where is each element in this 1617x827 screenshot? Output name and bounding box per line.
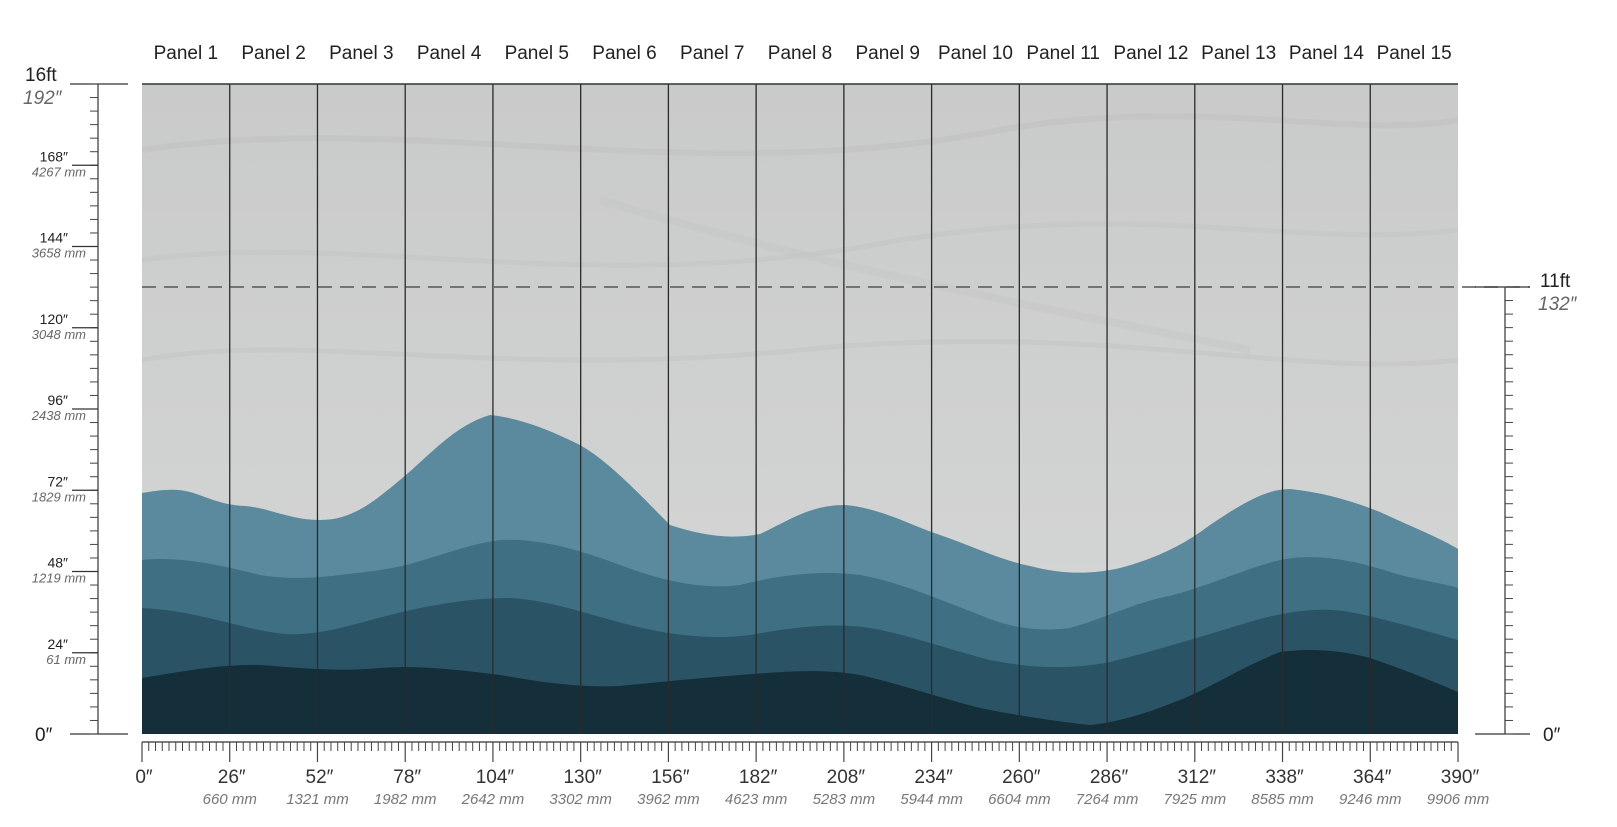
bottom-axis-tick-label: 364″ [1353,767,1392,788]
panel-label: Panel 1 [154,43,218,64]
bottom-axis-tick-mm: 9246 mm [1339,791,1402,808]
bottom-axis-tick-label: 286″ [1090,767,1129,788]
bottom-axis-tick-label: 234″ [914,767,953,788]
left-axis-tick-label: 120″ [40,311,68,327]
bottom-axis-tick-label: 156″ [651,767,690,788]
panel-label: Panel 2 [241,43,305,64]
left-axis-tick-mm: 3048 mm [32,327,86,342]
left-axis-tick-label: 24″ [47,636,68,652]
bottom-axis-tick-label: 78″ [393,767,421,788]
left-axis-tick-mm: 3658 mm [32,246,86,261]
bottom-axis-tick-mm: 5944 mm [900,791,963,808]
bottom-axis-tick-label: 182″ [739,767,778,788]
bottom-axis-tick-mm: 7264 mm [1076,791,1139,808]
sand-streak [598,196,1251,354]
panel-label: Panel 3 [329,43,393,64]
sand-streak [142,221,1458,268]
panel-seams [229,84,1371,734]
panel-label: Panel 14 [1289,43,1364,64]
bottom-axis-tick-mm: 660 mm [203,791,257,808]
bottom-axis-tick-mm: 5283 mm [813,791,876,808]
bottom-axis-tick-label: 338″ [1265,767,1304,788]
right-axis: 11ft 132″ 0″ [1475,271,1578,746]
bottom-axis-tick-mm: 3302 mm [549,791,612,808]
left-axis-tick-mm: 1829 mm [32,489,86,504]
left-axis-tick-label: 144″ [40,230,68,246]
panel-label: Panel 12 [1113,43,1188,64]
left-axis-tick-label: 168″ [40,148,68,164]
sand-streak [142,338,1458,367]
panel-label: Panel 5 [505,43,569,64]
bottom-axis-tick-label: 208″ [827,767,866,788]
panel-label: Panel 4 [417,43,482,64]
bottom-axis-tick-mm: 1321 mm [286,791,349,808]
bottom-axis: 0″ 26″ 660 mm 52″ 1321 mm 78″ 1982 mm 104″ 2642 … [135,741,1490,808]
left-axis-tick-mm: 1219 mm [32,571,86,586]
bottom-axis-tick-mm: 8585 mm [1251,791,1314,808]
panel-label: Panel 11 [1026,43,1100,64]
panel-label: Panel 6 [592,43,656,64]
panel-label: Panel 13 [1201,43,1276,64]
left-axis-tick-mm: 61 mm [46,652,86,667]
bottom-axis-tick-label: 130″ [563,767,602,788]
panel-label: Panel 9 [856,43,920,64]
bottom-axis-tick-label: 26″ [218,767,246,788]
sand-streak [142,113,1458,157]
right-axis-zero-label: 0″ [1543,725,1561,746]
bottom-axis-tick-label: 0″ [135,767,153,788]
panel-labels: Panel 1 Panel 2 Panel 3 Panel 4 Panel 5 Panel… [154,43,1452,64]
panel-label: Panel 15 [1377,43,1452,64]
left-axis-top-label: 16ft [25,65,57,86]
left-axis-tick-label: 72″ [47,473,68,489]
left-axis-tick-mm: 4267 mm [32,164,86,179]
left-axis-tick-mm: 2438 mm [31,408,86,423]
mural-artwork [142,84,1458,734]
right-axis-top-sublabel: 132″ [1538,294,1578,315]
bottom-axis-tick-mm: 7925 mm [1164,791,1227,808]
panel-label: Panel 8 [768,43,832,64]
bottom-axis-tick-label: 52″ [306,767,334,788]
bottom-axis-tick-mm: 3962 mm [637,791,700,808]
bottom-axis-tick-mm: 9906 mm [1427,791,1490,808]
bottom-axis-tick-mm: 1982 mm [374,791,437,808]
bottom-axis-tick-mm: 6604 mm [988,791,1051,808]
bottom-axis-tick-label: 260″ [1002,767,1041,788]
bottom-axis-tick-mm: 2642 mm [461,791,525,808]
mountain-layer-darkest [142,650,1458,734]
right-axis-top-label: 11ft [1540,271,1571,292]
panel-label: Panel 10 [938,43,1013,64]
bottom-axis-tick-label: 390″ [1441,767,1480,788]
bottom-axis-tick-mm: 4623 mm [725,791,788,808]
bottom-axis-tick-label: 104″ [476,767,515,788]
left-axis: 16ft 192″ 0″ 168″4267 mm 144″3658 mm 120″3… [23,65,128,746]
panel-label: Panel 7 [680,43,744,64]
left-axis-top-sublabel: 192″ [23,88,63,109]
left-axis-tick-label: 96″ [47,392,68,408]
bottom-axis-tick-label: 312″ [1178,767,1217,788]
left-axis-zero-label: 0″ [35,725,53,746]
left-axis-tick-label: 48″ [47,555,68,571]
